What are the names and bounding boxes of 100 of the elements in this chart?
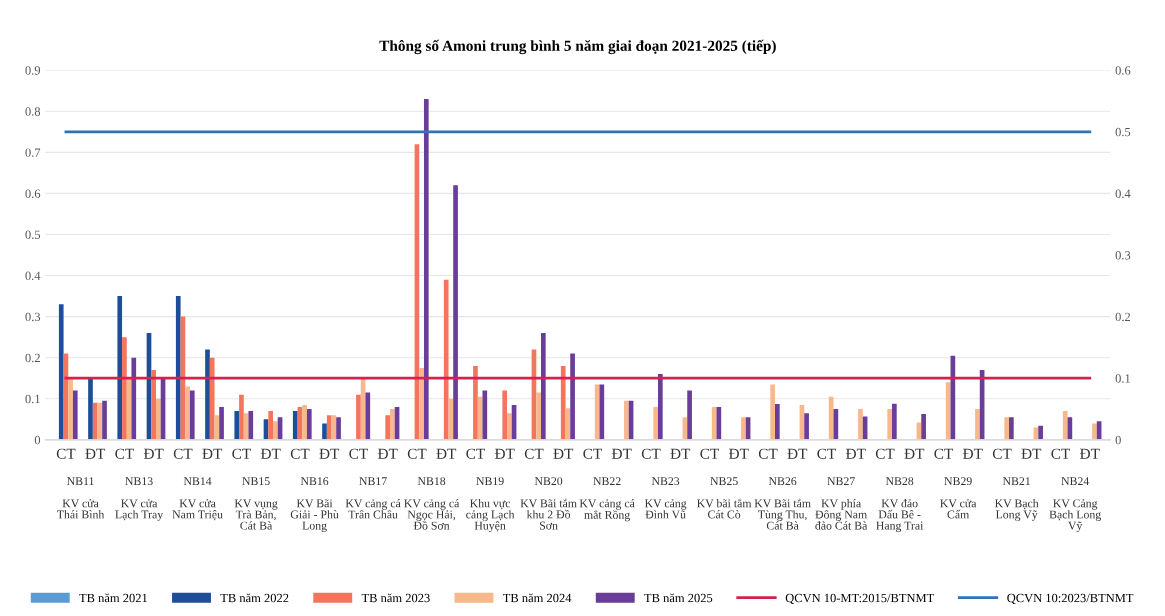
bar — [741, 417, 746, 440]
x-tick-label: ĐT — [1079, 448, 1100, 459]
legend-label: TB năm 2021 — [79, 593, 147, 603]
text: NB29 KV cửa Cấm — [940, 477, 977, 519]
y2-tick-label: 0.2 — [1115, 312, 1131, 322]
legend-label: QCVN 10:2023/BTNMT — [1007, 593, 1134, 605]
x-tick-label: ĐT — [787, 448, 808, 459]
y2-tick-label: 0.3 — [1115, 251, 1131, 260]
bar — [58, 304, 64, 440]
bar — [302, 404, 307, 440]
legend-label: TB năm 2024 — [502, 593, 572, 603]
y2-tick-label: 0.1 — [1115, 374, 1130, 383]
bar — [326, 415, 332, 440]
x-tick-label: CT — [232, 448, 251, 459]
x-tick-label: CT — [1051, 448, 1071, 459]
x-tick-label: CT — [875, 448, 895, 459]
bar — [570, 353, 575, 440]
x-tick-label: ĐT — [1021, 448, 1042, 459]
legend-label: QCVN 10-MT:2015/BTNMT — [785, 593, 935, 605]
x-tick-label: ĐT — [260, 448, 281, 459]
bar — [975, 409, 980, 440]
text: NB22 KV cảng cá mắt Rồng — [579, 477, 635, 522]
y-tick-label: 0.5 — [25, 230, 41, 240]
bar — [306, 409, 312, 440]
text: NB16 KV Bãi Giải - Phù Long — [290, 477, 339, 532]
bar — [356, 394, 361, 440]
y-tick-label: 0.1 — [25, 394, 40, 404]
text: NB23 KV cảng Đình Vũ — [644, 477, 687, 519]
bar — [273, 421, 278, 440]
bar — [68, 378, 73, 440]
x-tick-label: CT — [583, 448, 602, 459]
bar — [234, 411, 240, 440]
bar — [365, 392, 371, 440]
legend-label: TB năm 2025 — [644, 593, 713, 603]
bar — [219, 406, 224, 440]
bar — [322, 423, 327, 440]
x-tick-label: CT — [992, 448, 1012, 459]
x-tick-label: ĐT — [962, 448, 983, 459]
y-tick-label: 0.7 — [25, 148, 41, 157]
x-tick-label: CT — [466, 448, 485, 459]
text: NB27 KV phía Đông Nam đảo Cát Bà — [815, 477, 868, 530]
y-tick-label: 0.4 — [25, 271, 41, 281]
bar — [292, 411, 298, 440]
bar — [716, 406, 722, 440]
y-tick-label: 0.3 — [25, 312, 41, 322]
bar — [657, 374, 663, 440]
bar — [122, 337, 127, 440]
text: NB24 KV Cảng Bạch Long Vỹ — [1049, 477, 1101, 533]
x-tick-label: ĐT — [728, 448, 749, 459]
x-tick-label: ĐT — [202, 448, 223, 459]
bar — [921, 413, 926, 440]
bar — [828, 396, 834, 440]
x-tick-label: CT — [934, 448, 954, 459]
y2-tick-label: 0.4 — [1115, 189, 1131, 198]
x-tick-label: ĐT — [611, 448, 632, 459]
bar — [1092, 423, 1097, 440]
bar — [945, 382, 951, 440]
bar — [560, 365, 566, 440]
bar — [131, 357, 137, 440]
text: NB19 Khu vực cảng Lạch Huyện — [466, 477, 515, 533]
y-tick-label: 0.8 — [25, 107, 41, 116]
x-tick-label: CT — [524, 448, 544, 459]
text: NB26 KV Bãi tắm Tùng Thu, Cát Bà — [754, 477, 811, 530]
bar — [1038, 425, 1043, 440]
x-tick-label: ĐT — [377, 448, 398, 459]
y-tick-label: 0.9 — [25, 66, 41, 75]
bar — [540, 333, 546, 440]
legend-label: TB năm 2022 — [220, 593, 289, 603]
x-tick-label: CT — [641, 448, 661, 459]
text: NB20 KV Bãi tắm khu 2 Đồ Sơn — [520, 477, 577, 530]
chart-title: Thông số Amoni trung bình 5 năm giai đoạn 2021-2025 (tiếp) — [379, 39, 776, 55]
bar — [205, 349, 210, 440]
bar — [1009, 417, 1014, 440]
bar — [239, 394, 244, 440]
bar — [209, 357, 215, 440]
text: NB13 KV cửa Lạch Tray — [115, 477, 164, 521]
bar — [189, 390, 195, 440]
y-tick-label: 0 — [34, 435, 41, 445]
bar — [102, 400, 107, 440]
text: NB25 KV bãi tắm Cát Cò — [697, 477, 752, 519]
x-tick-label: CT — [56, 448, 76, 459]
bar — [117, 296, 123, 440]
bar — [804, 413, 809, 440]
x-tick-label: ĐT — [553, 448, 574, 459]
bar — [1062, 411, 1068, 440]
bar — [390, 409, 395, 440]
bar — [482, 390, 488, 440]
x-tick-label: ĐT — [143, 448, 164, 459]
bar — [336, 417, 341, 440]
bar — [248, 411, 254, 440]
bar — [653, 406, 658, 440]
bar — [892, 403, 897, 440]
y2-tick-label: 0 — [1115, 435, 1121, 445]
bar — [419, 367, 424, 440]
x-tick-label: CT — [700, 448, 719, 459]
bar — [151, 370, 157, 440]
bar — [185, 386, 190, 440]
x-tick-label: CT — [290, 448, 310, 459]
y-tick-label: 0.2 — [25, 353, 40, 363]
x-tick-label: ĐT — [670, 448, 691, 459]
